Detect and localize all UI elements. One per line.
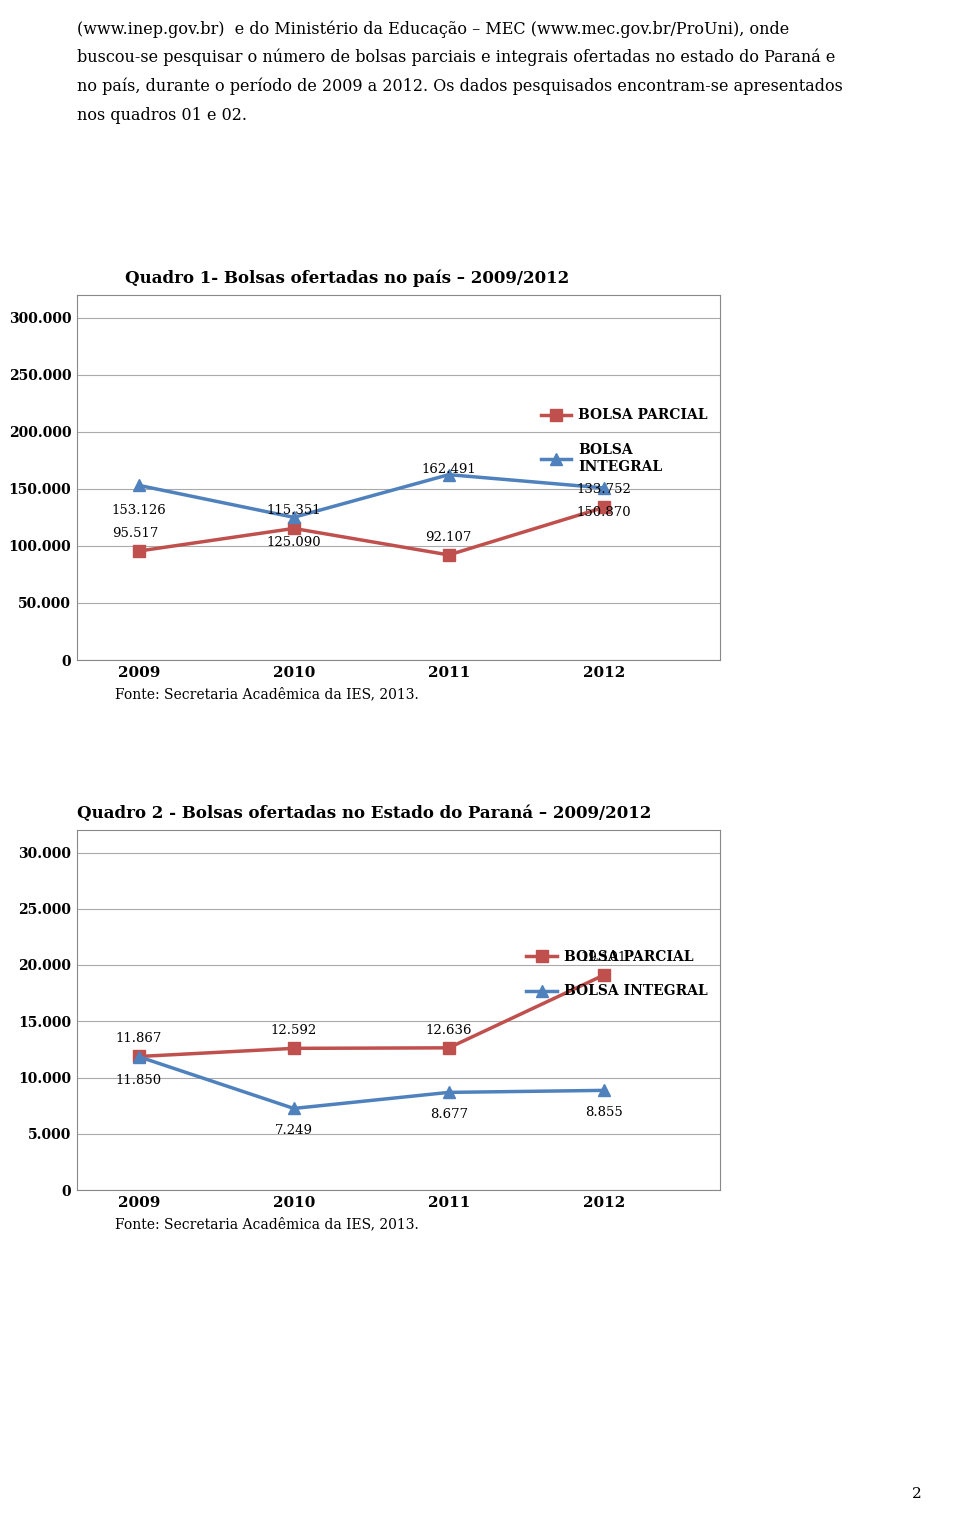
Legend: BOLSA PARCIAL, BOLSA INTEGRAL: BOLSA PARCIAL, BOLSA INTEGRAL [521,943,713,1004]
Text: (www.inep.gov.br)  e do Ministério da Educação – MEC (www.mec.gov.br/ProUni), on: (www.inep.gov.br) e do Ministério da Edu… [77,20,843,123]
Text: 11.867: 11.867 [115,1033,162,1045]
Text: 8.677: 8.677 [430,1109,468,1121]
Text: 12.592: 12.592 [271,1024,317,1037]
Text: 8.855: 8.855 [585,1106,623,1120]
Text: 115.351: 115.351 [267,504,321,516]
Text: 12.636: 12.636 [425,1024,472,1036]
Text: 133.752: 133.752 [576,483,631,497]
Text: 7.249: 7.249 [275,1124,313,1138]
Text: Quadro 2 - Bolsas ofertadas no Estado do Paraná – 2009/2012: Quadro 2 - Bolsas ofertadas no Estado do… [77,805,651,822]
Text: 19.101: 19.101 [581,951,627,965]
Text: 162.491: 162.491 [421,463,476,477]
Text: Quadro 1- Bolsas ofertadas no país – 2009/2012: Quadro 1- Bolsas ofertadas no país – 200… [125,270,569,287]
Text: 153.126: 153.126 [111,504,166,516]
Text: Fonte: Secretaria Acadêmica da IES, 2013.: Fonte: Secretaria Acadêmica da IES, 2013… [115,687,419,702]
Text: 2: 2 [912,1487,922,1501]
Text: 95.517: 95.517 [112,527,159,539]
Text: Fonte: Secretaria Acadêmica da IES, 2013.: Fonte: Secretaria Acadêmica da IES, 2013… [115,1217,419,1232]
Text: 92.107: 92.107 [425,530,472,544]
Text: 125.090: 125.090 [267,536,321,548]
Text: 11.850: 11.850 [116,1074,162,1086]
Legend: BOLSA PARCIAL, BOLSA
INTEGRAL: BOLSA PARCIAL, BOLSA INTEGRAL [535,403,713,478]
Text: 150.870: 150.870 [576,506,631,519]
